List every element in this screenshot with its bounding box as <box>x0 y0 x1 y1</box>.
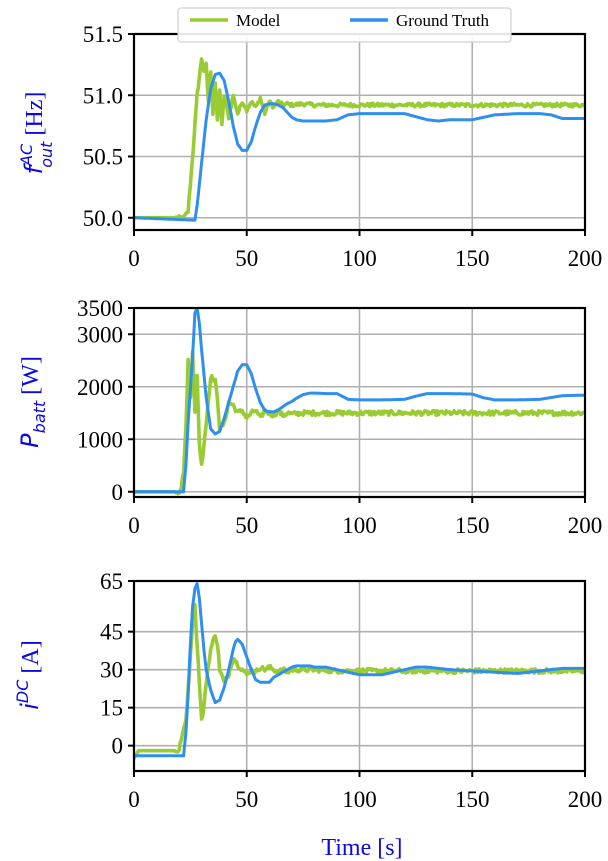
legend-model-label: Model <box>236 11 281 30</box>
idc-x-tick-label-200: 200 <box>568 787 603 812</box>
freq-y-tick-label-50.5: 50.5 <box>83 145 123 170</box>
idc-y-tick-label-15: 15 <box>100 696 123 721</box>
frequency-panel: fACout [Hz] 0 50 100 150 200 50.0 50.5 51.0 51.5 <box>17 22 602 271</box>
freq-x-tick-label-150: 150 <box>455 246 490 271</box>
freq-x-tick-label-100: 100 <box>342 246 377 271</box>
pbatt-y-tick-label-1000: 1000 <box>77 427 123 452</box>
pbatt-x-tick-label-0: 0 <box>128 513 140 538</box>
pbatt-y-tick-label-2000: 2000 <box>77 375 123 400</box>
idc-y-tick-label-65: 65 <box>100 569 123 594</box>
idc-y-tick-label-30: 30 <box>100 658 123 683</box>
idc-x-tick-label-150: 150 <box>455 787 490 812</box>
idc-x-tick-label-50: 50 <box>235 787 258 812</box>
idc-x-tick-label-0: 0 <box>128 787 140 812</box>
freq-x-tick-label-50: 50 <box>235 246 258 271</box>
idc-series-ground-truth <box>134 582 585 758</box>
idc-y-tick-label-45: 45 <box>100 620 123 645</box>
freq-x-tick-label-200: 200 <box>568 246 603 271</box>
freq-x-tick-label-0: 0 <box>128 246 140 271</box>
pbatt-x-tick-label-100: 100 <box>342 513 377 538</box>
pbatt-series-model <box>134 349 585 496</box>
freq-y-tick-label-51: 51.0 <box>83 83 123 108</box>
legend-box <box>177 7 512 43</box>
pbatt-y-tick-label-3500: 3500 <box>77 296 123 321</box>
legend-ground-truth-label: Ground Truth <box>396 11 490 30</box>
pbatt-x-tick-label-50: 50 <box>235 513 258 538</box>
idc-y-tick-label-0: 0 <box>112 734 124 759</box>
legend: Model Ground Truth <box>177 7 512 43</box>
dc-current-panel: iDC [A] 0 50 100 150 200 0 15 30 45 65 <box>13 569 602 812</box>
pbatt-x-tick-label-200: 200 <box>568 513 603 538</box>
idc-x-tick-label-100: 100 <box>342 787 377 812</box>
idc-series-model <box>134 602 585 761</box>
pbatt-x-tick-label-150: 150 <box>455 513 490 538</box>
freq-y-tick-label-50: 50.0 <box>83 206 123 231</box>
dc-current-y-label: iDC [A] <box>13 640 44 710</box>
x-axis-label: Time [s] <box>321 835 402 861</box>
freq-series-ground-truth <box>134 71 585 222</box>
pbatt-y-tick-label-3000: 3000 <box>77 322 123 347</box>
pbatt-y-tick-label-0: 0 <box>112 480 124 505</box>
freq-y-tick-label-51.5: 51.5 <box>83 22 123 47</box>
battery-power-y-label: Pbatt [W] <box>16 356 49 448</box>
frequency-y-label: fACout [Hz] <box>17 92 56 175</box>
pbatt-series-ground-truth <box>134 308 585 494</box>
